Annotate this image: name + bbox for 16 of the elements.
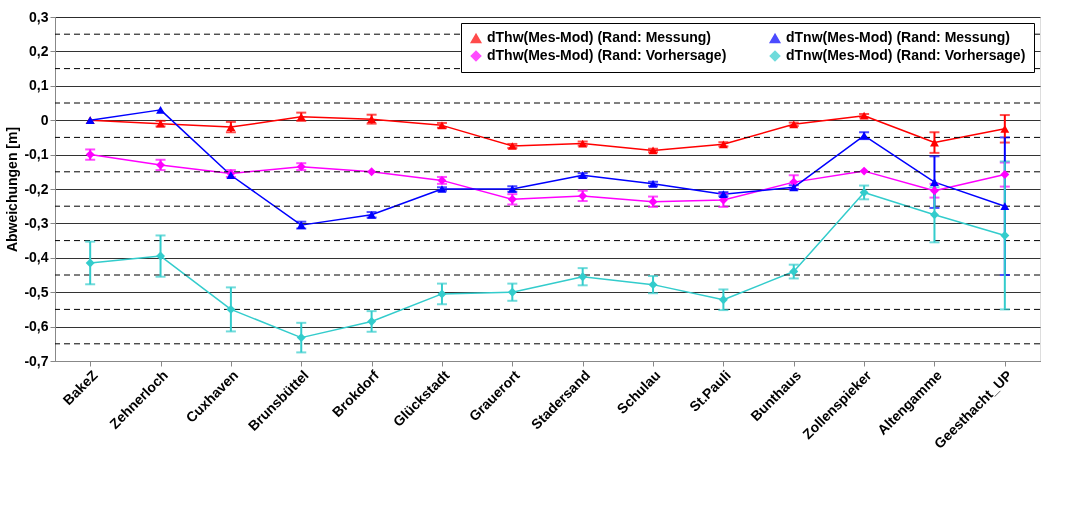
y-tick-label: -0,5 (24, 283, 49, 300)
y-tick-label: -0,3 (24, 214, 49, 231)
y-tick-label: 0,3 (29, 8, 49, 25)
legend-label: dThw(Mes-Mod) (Rand: Messung) (487, 29, 711, 46)
y-tick-label: 0,2 (29, 42, 49, 59)
legend-label: dTnw(Mes-Mod) (Rand: Messung) (786, 29, 1010, 46)
legend-label: dThw(Mes-Mod) (Rand: Vorhersage) (487, 47, 727, 63)
y-tick-label: -0,2 (24, 180, 49, 197)
legend-label: dTnw(Mes-Mod) (Rand: Vorhersage) (786, 47, 1026, 63)
y-axis-title: Abweichungen [m] (4, 126, 21, 253)
y-tick-label: -0,6 (24, 318, 49, 335)
y-tick-label: -0,1 (24, 146, 49, 163)
y-tick-label: 0 (40, 111, 49, 128)
y-tick-label: -0,7 (24, 352, 49, 369)
y-tick-label: -0,4 (24, 249, 49, 266)
y-tick-label: 0,1 (29, 77, 49, 94)
